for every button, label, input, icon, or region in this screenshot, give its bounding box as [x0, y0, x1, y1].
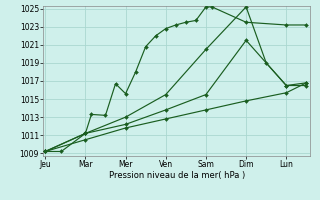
X-axis label: Pression niveau de la mer( hPa ): Pression niveau de la mer( hPa ): [109, 171, 245, 180]
